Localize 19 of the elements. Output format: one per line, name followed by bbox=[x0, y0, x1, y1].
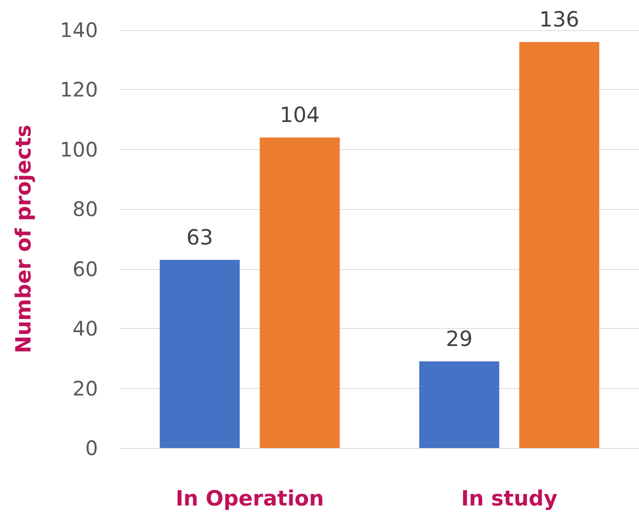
bar bbox=[260, 137, 340, 448]
y-tick-label: 20 bbox=[72, 376, 98, 400]
data-label: 29 bbox=[446, 326, 473, 351]
y-tick-label: 140 bbox=[60, 18, 98, 42]
data-label: 136 bbox=[539, 7, 580, 32]
data-label: 104 bbox=[280, 102, 320, 127]
bar bbox=[160, 260, 240, 448]
data-label: 63 bbox=[186, 225, 214, 250]
x-tick-label: In Operation bbox=[176, 486, 324, 510]
y-tick-label: 100 bbox=[60, 137, 98, 162]
y-axis-title: Number of projects bbox=[12, 124, 36, 354]
bar bbox=[419, 361, 500, 448]
y-tick-label: 0 bbox=[85, 436, 98, 460]
x-tick-label: In study bbox=[461, 486, 558, 510]
y-tick-label: 40 bbox=[72, 316, 98, 341]
y-tick-label: 120 bbox=[60, 78, 98, 102]
bar bbox=[519, 42, 600, 448]
y-tick-label: 60 bbox=[72, 256, 98, 281]
y-tick-label: 80 bbox=[72, 197, 98, 222]
